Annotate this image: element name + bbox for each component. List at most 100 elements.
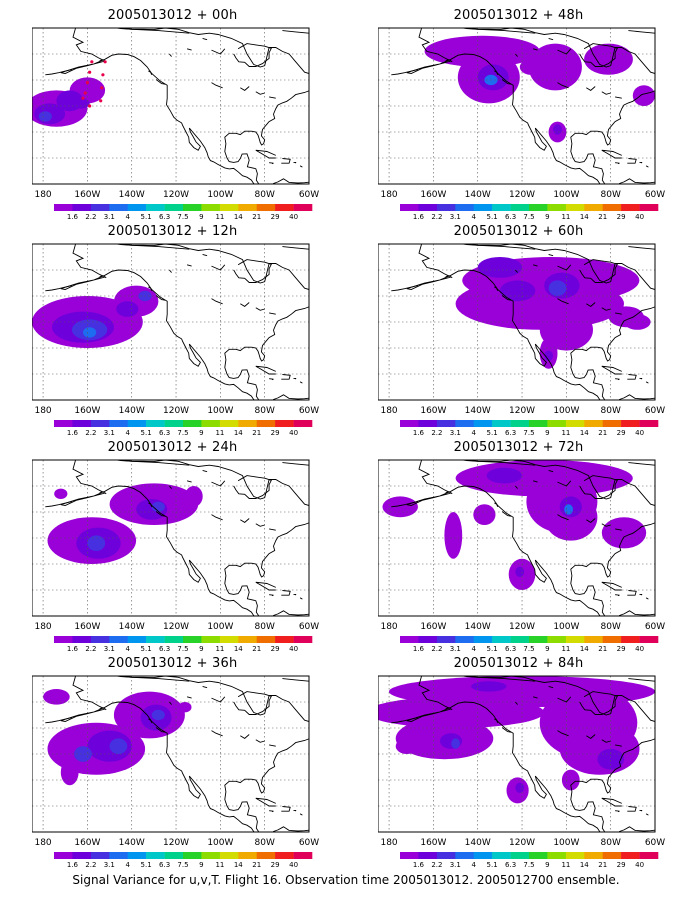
colorbar-swatch xyxy=(510,420,530,427)
coastline xyxy=(293,161,297,164)
coastline xyxy=(60,676,255,832)
colorbar-label: 9 xyxy=(199,645,203,653)
variance-contour xyxy=(515,782,525,793)
colorbar-swatch xyxy=(238,852,257,859)
colorbar-label: 3.1 xyxy=(450,861,461,869)
coastline xyxy=(515,269,518,273)
coastline xyxy=(615,162,620,165)
colorbar-label: 7.5 xyxy=(177,861,188,869)
variance-contour xyxy=(471,681,507,692)
coastline xyxy=(155,295,166,301)
variance-contour xyxy=(151,501,165,512)
colorbar-swatch xyxy=(492,204,511,211)
colorbar-swatch xyxy=(90,852,110,859)
coastline xyxy=(269,528,276,531)
lon-label: 100W xyxy=(207,190,233,200)
coastline xyxy=(586,734,596,739)
lon-label: 140W xyxy=(119,190,145,200)
variance-contour xyxy=(528,43,582,91)
lon-label: 60W xyxy=(645,406,665,416)
variance-contour xyxy=(54,488,68,499)
variance-contour xyxy=(378,696,545,728)
coastline xyxy=(255,797,276,807)
colorbar-label: 2.2 xyxy=(431,213,442,221)
colorbar-swatch xyxy=(400,204,419,211)
coastline xyxy=(532,48,538,51)
colorbar-swatch xyxy=(90,420,110,427)
coastline xyxy=(255,91,265,95)
colorbar-swatch xyxy=(621,204,640,211)
colorbar-label: 1.6 xyxy=(413,645,425,653)
coastline xyxy=(501,511,512,517)
colorbar-swatch xyxy=(621,636,640,643)
map-panel: 70N60N50N40N30N20N10N180160W140W120W100W… xyxy=(32,8,372,224)
lon-label: 80W xyxy=(601,190,621,200)
variance-contour xyxy=(382,496,418,518)
colorbar-swatch xyxy=(436,420,456,427)
coastline xyxy=(281,806,291,812)
colorbar-label: 3.1 xyxy=(450,429,461,437)
colorbar-label: 5.1 xyxy=(487,645,498,653)
colorbar-swatch xyxy=(565,204,585,211)
colorbar-label: 14 xyxy=(234,645,243,653)
colorbar-label: 11 xyxy=(561,645,570,653)
lon-label: 80W xyxy=(601,838,621,848)
coastline xyxy=(269,594,274,597)
variance-contour xyxy=(584,43,633,75)
coastline xyxy=(211,480,226,487)
colorbar-label: 29 xyxy=(617,645,626,653)
coastline xyxy=(308,519,309,520)
coastline xyxy=(548,37,554,41)
colorbar-label: 29 xyxy=(271,645,280,653)
colorbar-label: 40 xyxy=(289,645,298,653)
variance-contour xyxy=(548,280,567,296)
colorbar-label: 6.3 xyxy=(505,213,516,221)
map-svg: 70N60N50N40N30N20N10N180160W140W120W100W… xyxy=(32,27,319,221)
colorbar-label: 2.2 xyxy=(85,645,96,653)
colorbar-label: 21 xyxy=(598,861,607,869)
colorbar-swatch xyxy=(639,420,659,427)
figure-caption: Signal Variance for u,v,T. Flight 16. Ob… xyxy=(72,873,620,887)
map-svg: 70N60N50N40N30N20N10N180160W140W120W100W… xyxy=(378,243,665,437)
coastline xyxy=(557,696,572,703)
flight-track-dot xyxy=(83,91,87,95)
variance-contour xyxy=(184,486,203,507)
map-panel: 70N60N50N40N30N20N10N180160W140W120W100W… xyxy=(378,8,692,224)
colorbar-label: 5.1 xyxy=(141,645,152,653)
colorbar-swatch xyxy=(639,636,659,643)
colorbar-swatch xyxy=(72,636,92,643)
colorbar-swatch xyxy=(418,852,438,859)
colorbar-swatch xyxy=(275,204,294,211)
coastline xyxy=(255,365,276,375)
lon-label: 180 xyxy=(34,190,51,200)
colorbar-label: 6.3 xyxy=(159,213,170,221)
variance-contour xyxy=(109,738,128,754)
colorbar-swatch xyxy=(256,420,276,427)
variance-contour xyxy=(71,98,90,109)
variance-contour xyxy=(60,759,79,786)
coastline xyxy=(645,813,649,816)
coastline xyxy=(494,502,499,507)
coastline xyxy=(155,79,166,85)
coastline xyxy=(639,377,643,380)
colorbar-label: 7.5 xyxy=(177,429,188,437)
coastline xyxy=(548,469,554,473)
colorbar-swatch xyxy=(201,420,221,427)
panel-title: 2005013012 + 84h xyxy=(453,656,584,671)
colorbar-label: 2.2 xyxy=(431,429,442,437)
colorbar-swatch xyxy=(473,852,493,859)
lon-label: 180 xyxy=(380,406,397,416)
colorbar-swatch xyxy=(293,420,313,427)
colorbar-label: 9 xyxy=(545,213,549,221)
coastline xyxy=(515,485,518,489)
coastline xyxy=(391,69,418,76)
colorbar-label: 1.6 xyxy=(67,645,79,653)
lon-label: 80W xyxy=(601,406,621,416)
coastline xyxy=(548,685,554,689)
colorbar-swatch xyxy=(436,204,456,211)
colorbar-swatch xyxy=(127,852,147,859)
variance-contour xyxy=(597,748,624,770)
colorbar-label: 6.3 xyxy=(159,429,170,437)
coastline xyxy=(557,514,569,521)
coastline xyxy=(186,48,192,51)
